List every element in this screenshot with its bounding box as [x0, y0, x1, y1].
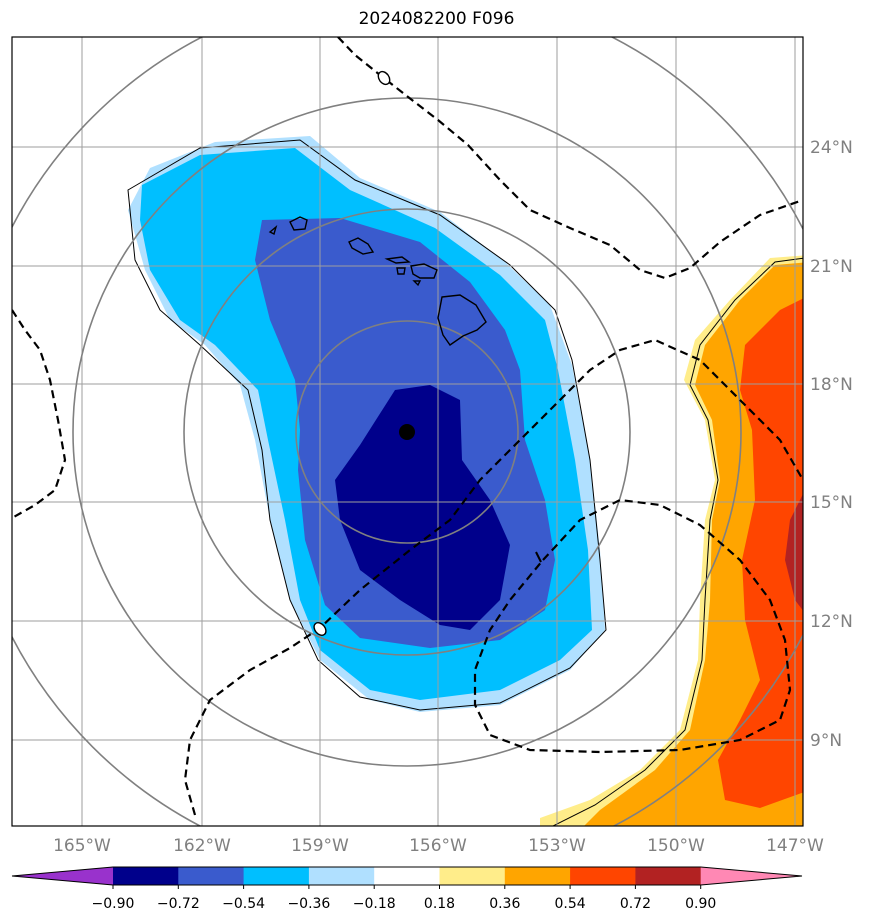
island-niihau — [268, 225, 278, 236]
island-lanai — [396, 267, 406, 275]
lon-label: 159°W — [291, 836, 349, 856]
anomaly-outline-east — [551, 257, 803, 826]
colorbar-tick-label: 0.72 — [620, 896, 651, 912]
lat-label: 21°N — [810, 257, 853, 277]
contour-label-c-mark — [535, 551, 542, 563]
lon-label: 162°W — [173, 836, 231, 856]
colorbar-swatch — [374, 867, 440, 885]
anomaly-fill-red-orange — [718, 298, 803, 808]
colorbar-swatch — [308, 867, 375, 885]
colorbar-tick-label: −0.36 — [287, 896, 330, 912]
anomaly-fill-dark-red — [785, 494, 803, 611]
contour-middle — [183, 338, 803, 816]
island-kauai — [289, 216, 308, 231]
map-frame — [11, 36, 804, 827]
lat-label: 18°N — [810, 375, 853, 395]
lon-label: 153°W — [528, 836, 586, 856]
lat-label: 9°N — [810, 731, 842, 751]
contour-north — [337, 37, 803, 280]
colorbar: −0.90 −0.72 −0.54 −0.36 −0.18 0.18 0.36 0.54 0.7… — [11, 866, 803, 912]
contour-label-b — [313, 622, 327, 636]
colorbar-tick-label: −0.54 — [222, 896, 265, 912]
island-molokai — [384, 256, 411, 264]
contour-west — [12, 309, 67, 519]
colorbar-tick-label: −0.18 — [353, 896, 396, 912]
lon-label: 156°W — [409, 836, 467, 856]
lon-labels: 165°W 162°W 159°W 156°W 153°W 150°W 147°… — [53, 836, 824, 856]
lat-label: 12°N — [810, 612, 853, 632]
lon-label: 165°W — [53, 836, 111, 856]
contour-east — [473, 498, 792, 754]
colorbar-tick-label: 0.36 — [489, 896, 520, 912]
lon-label: 150°W — [647, 836, 705, 856]
lat-labels: 24°N 21°N 18°N 15°N 12°N 9°N — [810, 138, 853, 751]
colorbar-tick-label: 0.90 — [685, 896, 716, 912]
colorbar-extend-high — [700, 867, 802, 885]
colorbar-swatch — [178, 867, 245, 885]
colorbar-swatch — [439, 867, 506, 885]
colorbar-tick-label: 0.18 — [424, 896, 455, 912]
lat-label: 24°N — [810, 138, 853, 158]
map-title: 2024082200 F096 — [358, 9, 515, 29]
anomaly-fill-navy — [335, 385, 510, 630]
lon-label: 147°W — [766, 836, 824, 856]
island-maui — [410, 263, 438, 279]
hawaii-islands — [268, 216, 487, 346]
dashed-contours — [12, 37, 803, 816]
island-hawaii — [437, 294, 487, 346]
colorbar-swatch — [113, 867, 179, 885]
colorbar-swatch — [243, 867, 310, 885]
contour-label-a — [377, 70, 391, 86]
island-kahoolawe — [412, 280, 422, 287]
storm-center-marker — [399, 424, 415, 440]
island-oahu — [348, 237, 375, 255]
colorbar-tick-label: −0.72 — [157, 896, 200, 912]
contour-labels — [313, 70, 391, 636]
colorbar-extend-low — [12, 867, 113, 885]
lat-label: 15°N — [810, 493, 853, 513]
colorbar-tick-label: 0.54 — [555, 896, 586, 912]
colorbar-swatch — [570, 867, 636, 885]
range-rings — [12, 37, 803, 826]
colorbar-swatch — [504, 867, 571, 885]
map-area — [12, 37, 803, 826]
colorbar-swatch — [635, 867, 702, 885]
colorbar-tick-label: −0.90 — [92, 896, 135, 912]
